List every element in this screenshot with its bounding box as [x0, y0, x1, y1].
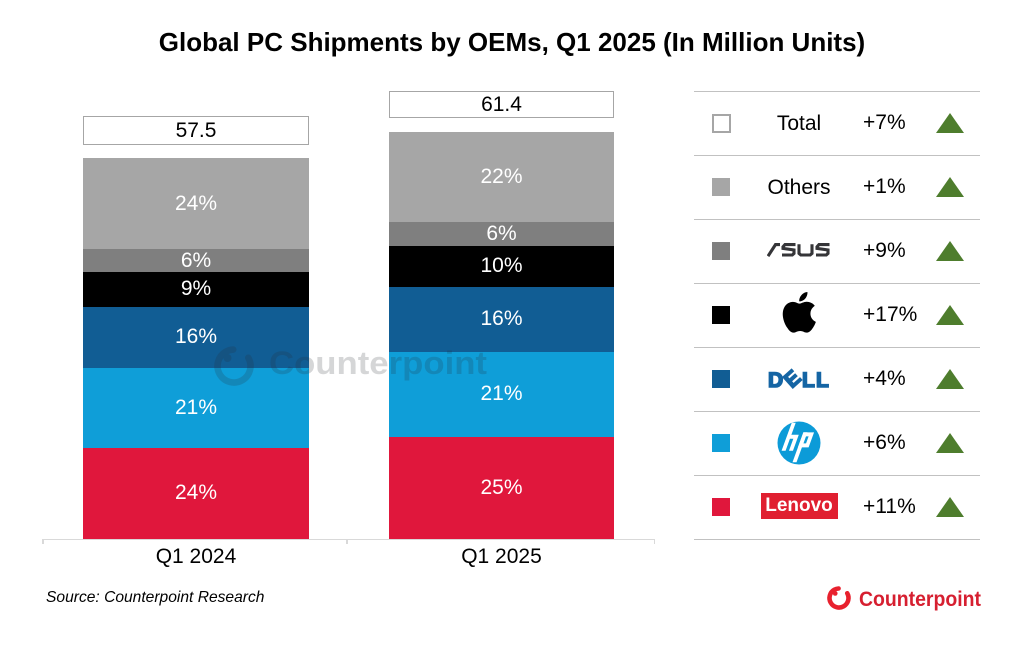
svg-text:Counterpoint: Counterpoint — [269, 345, 487, 381]
svg-text:L: L — [816, 369, 829, 392]
svg-text:L: L — [802, 369, 815, 392]
svg-text:D: D — [768, 369, 783, 392]
svg-text:Counterpoint: Counterpoint — [859, 587, 981, 611]
